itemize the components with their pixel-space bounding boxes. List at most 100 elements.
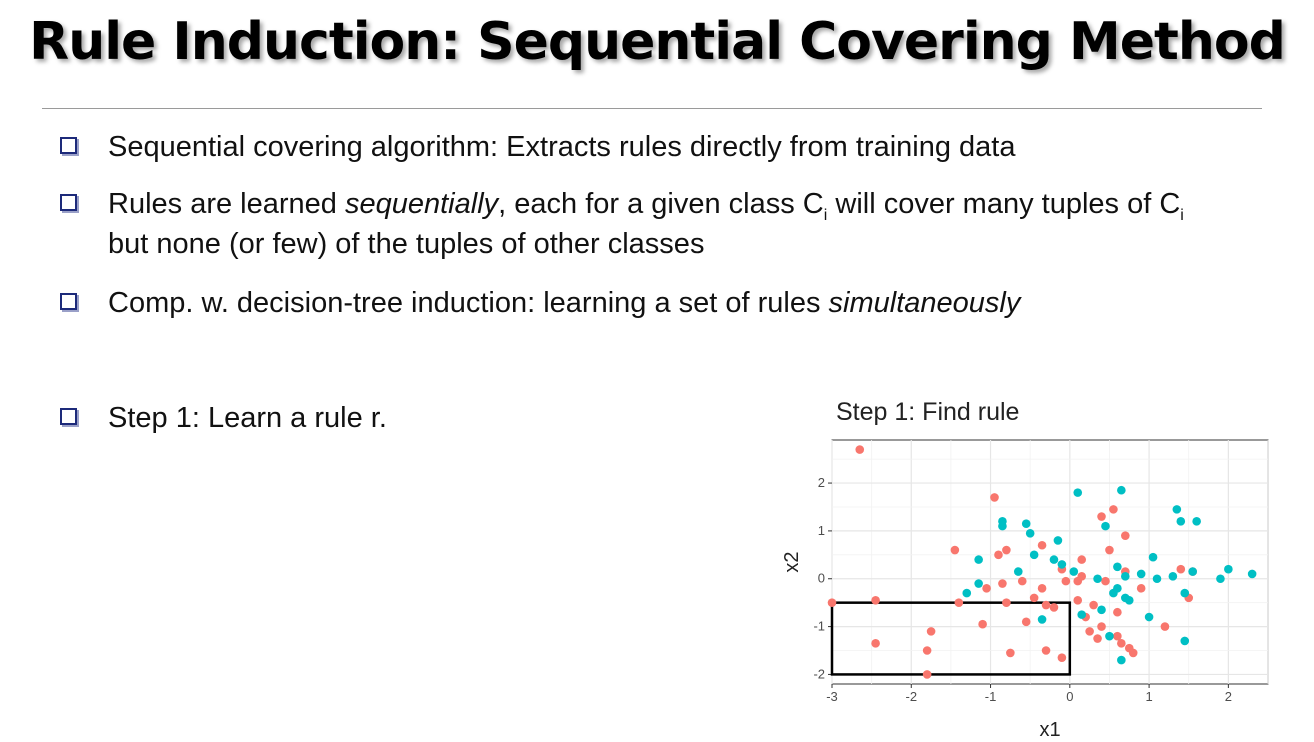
- data-point: [1136, 569, 1146, 579]
- data-point: [1136, 584, 1146, 593]
- checkbox-bullet-icon: [60, 137, 77, 154]
- y-tick-label: 2: [818, 475, 825, 490]
- data-point: [1216, 574, 1225, 584]
- data-point: [1172, 505, 1182, 514]
- bullet-2-line2: but none (or few) of the tuples of other…: [108, 228, 705, 260]
- bullet-2-text: Rules are learned sequentially, each for…: [108, 188, 1184, 224]
- data-point: [1176, 517, 1186, 526]
- data-point: [950, 545, 960, 555]
- chart-title: Step 1: Find rule: [836, 398, 1019, 426]
- data-point: [1097, 605, 1106, 615]
- data-point: [962, 588, 972, 598]
- data-point: [1029, 550, 1039, 560]
- data-point: [1144, 612, 1154, 622]
- data-point: [978, 619, 987, 629]
- data-point: [1041, 646, 1051, 655]
- slide-title: Rule Induction: Sequential Covering Meth…: [29, 12, 1286, 72]
- y-axis-label: x2: [781, 551, 803, 572]
- data-point: [1025, 528, 1035, 538]
- data-point: [1113, 607, 1122, 617]
- data-point: [1105, 545, 1114, 555]
- checkbox-bullet-icon: [60, 408, 77, 425]
- bullet-4-text: Step 1: Learn a rule r.: [108, 402, 387, 434]
- data-point: [1017, 576, 1027, 586]
- checkbox-bullet-icon: [60, 293, 77, 310]
- data-point: [1148, 552, 1158, 562]
- data-point: [998, 579, 1007, 588]
- data-point: [1077, 555, 1087, 564]
- data-point: [1117, 655, 1126, 665]
- data-point: [1002, 545, 1011, 555]
- data-point: [1029, 593, 1039, 603]
- data-point: [1101, 576, 1110, 586]
- data-point: [982, 584, 991, 593]
- data-point: [922, 646, 932, 655]
- data-point: [974, 555, 983, 564]
- data-point: [871, 595, 880, 605]
- data-point: [1093, 574, 1102, 584]
- data-point: [1021, 519, 1031, 529]
- x-tick-label: -2: [905, 689, 917, 704]
- x-tick-label: 1: [1145, 689, 1152, 704]
- x-tick-label: -3: [826, 689, 838, 704]
- plot-panel: [831, 439, 1269, 685]
- data-point: [1069, 567, 1079, 576]
- data-point: [1109, 505, 1118, 514]
- data-point: [1077, 572, 1087, 581]
- y-tick-label: -2: [813, 666, 825, 681]
- data-point: [926, 627, 936, 636]
- data-point: [1002, 598, 1011, 607]
- data-point: [855, 445, 865, 454]
- data-point: [1152, 574, 1162, 584]
- data-point: [1124, 595, 1134, 605]
- data-point: [1121, 531, 1130, 540]
- y-tick-label: -1: [813, 619, 825, 634]
- data-point: [1247, 569, 1257, 579]
- data-point: [998, 517, 1007, 526]
- data-point: [1160, 622, 1170, 631]
- data-point: [1101, 521, 1110, 531]
- data-point: [1061, 576, 1071, 586]
- x-tick-label: -1: [985, 689, 997, 704]
- data-point: [1049, 555, 1059, 564]
- data-point: [1021, 617, 1031, 627]
- data-point: [994, 550, 1003, 560]
- data-point: [1013, 567, 1023, 576]
- data-point: [1113, 631, 1122, 641]
- data-point: [1224, 564, 1233, 574]
- data-point: [871, 639, 880, 648]
- data-point: [1073, 595, 1083, 605]
- data-point: [1085, 627, 1094, 636]
- data-point: [990, 493, 999, 502]
- bullet-1-text: Sequential covering algorithm: Extracts …: [108, 131, 1016, 163]
- data-point: [1049, 603, 1059, 612]
- data-point: [1188, 567, 1197, 576]
- data-point: [1037, 540, 1047, 550]
- data-point: [1113, 584, 1122, 593]
- bullet-3-text: Comp. w. decision-tree induction: learni…: [108, 287, 1021, 319]
- data-point: [954, 598, 964, 607]
- data-point: [1176, 564, 1186, 574]
- data-point: [1097, 512, 1106, 521]
- x-tick-label: 0: [1066, 689, 1073, 704]
- rule-box: [830, 601, 1072, 676]
- data-point: [827, 598, 837, 607]
- data-point: [1192, 517, 1201, 526]
- x-ticks: -3 -2 -1 0 1 2: [826, 684, 1232, 704]
- points-group: [827, 445, 1257, 679]
- data-point: [1077, 610, 1087, 619]
- data-point: [1117, 485, 1126, 495]
- title-divider: [42, 108, 1262, 109]
- data-point: [922, 670, 932, 679]
- data-point: [1168, 572, 1178, 581]
- data-point: [1128, 648, 1138, 658]
- panel-border: [831, 439, 1269, 685]
- data-point: [1006, 648, 1015, 658]
- data-point: [1121, 572, 1130, 581]
- y-tick-label: 1: [818, 523, 825, 538]
- x-axis-label: x1: [1039, 719, 1060, 741]
- data-point: [1057, 653, 1067, 662]
- data-point: [1073, 488, 1083, 497]
- y-ticks: -2 -1 0 1 2: [813, 475, 832, 681]
